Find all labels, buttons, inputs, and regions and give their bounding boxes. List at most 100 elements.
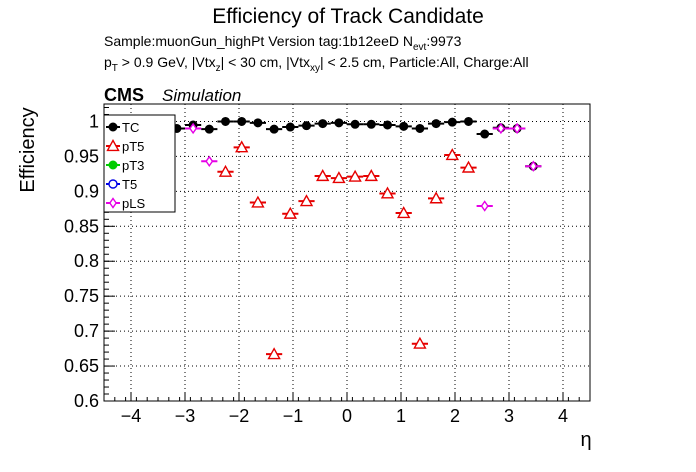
data-point: [480, 129, 490, 139]
data-point: [332, 171, 346, 184]
data-point: [316, 169, 330, 182]
legend: TC pT5 pT3 T5 pLS: [103, 114, 176, 213]
subtitle-cuts-p: p: [104, 54, 112, 70]
y-axis-label: Efficiency: [17, 107, 39, 192]
legend-label: pLS: [122, 196, 145, 211]
data-point: [299, 194, 314, 207]
x-tick-label: 2: [450, 406, 460, 426]
legend-entry-t5: T5: [106, 177, 137, 192]
legend-entry-pt5: pT5: [106, 139, 144, 154]
subtitle-cuts: pT > 0.9 GeV, |Vtxz| < 30 cm, |Vtxxy| < …: [104, 54, 529, 74]
data-point: [380, 186, 395, 199]
data-point: [480, 200, 489, 212]
x-tick-label: −1: [283, 406, 304, 426]
subtitle-sample-sub: evt: [413, 42, 427, 53]
data-point: [237, 116, 247, 126]
series-pls: [185, 122, 542, 212]
y-tick-label: 0.9: [74, 181, 99, 201]
subtitle-cuts-b-sub: xy: [310, 63, 320, 74]
y-tick-label: 0.65: [64, 356, 99, 376]
x-tick-label: 3: [504, 406, 514, 426]
data-point: [285, 122, 295, 132]
legend-marker: [108, 197, 118, 209]
y-tick-label: 0.95: [64, 146, 99, 166]
x-tick-label: 0: [342, 406, 352, 426]
x-tick-labels: −4 −3 −2 −1 0 1 2 3 4: [121, 406, 568, 426]
data-point: [348, 169, 362, 182]
y-tick-labels: 0.6 0.65 0.7 0.75 0.8 0.85 0.9 0.95 1: [64, 111, 99, 411]
x-tick-label: −3: [175, 406, 196, 426]
data-point: [267, 347, 281, 360]
data-point: [221, 116, 230, 126]
legend-label: T5: [122, 177, 137, 192]
y-tick-label: 1: [89, 111, 99, 131]
y-tick-label: 0.7: [74, 321, 99, 341]
x-tick-label: 1: [396, 406, 406, 426]
data-point: [283, 206, 297, 219]
data-point: [464, 116, 473, 126]
data-point: [431, 119, 441, 129]
data-point: [366, 119, 376, 129]
data-point: [251, 195, 265, 208]
data-point: [204, 124, 214, 134]
legend-entry-pt3: pT3: [106, 158, 144, 173]
subtitle-cuts-p-sub: T: [112, 63, 118, 74]
data-point: [496, 122, 505, 135]
data-point: [350, 119, 360, 129]
data-point: [461, 160, 476, 173]
data-point: [399, 121, 409, 131]
series-pt5: [217, 140, 477, 360]
legend-label: pT5: [122, 139, 144, 154]
data-point: [429, 191, 443, 204]
data-point: [235, 140, 249, 153]
data-point: [269, 124, 279, 134]
data-point: [513, 122, 522, 135]
y-tick-label: 0.85: [64, 216, 99, 236]
x-tick-label: −4: [121, 406, 142, 426]
legend-label: TC: [122, 120, 139, 135]
data-point: [413, 336, 427, 349]
subtitle-cuts-c: | < 2.5 cm, Particle:All, Charge:All: [320, 54, 529, 70]
legend-label: pT3: [122, 158, 144, 173]
subtitle-sample-text: Sample:muonGun_highPt Version tag:1b12ee…: [104, 33, 413, 49]
data-point: [415, 123, 425, 133]
x-tick-label: 4: [558, 406, 568, 426]
legend-entry-pls: pLS: [106, 196, 145, 211]
subtitle-sample-tail: :9973: [426, 33, 461, 49]
simulation-label: Simulation: [162, 86, 241, 105]
data-point: [529, 160, 538, 172]
subtitle-cuts-a-sub: z: [216, 63, 221, 74]
y-tick-label: 0.6: [74, 391, 99, 411]
grid-lines: [104, 104, 590, 402]
data-point: [383, 120, 392, 130]
data-point: [205, 155, 214, 168]
data-point: [334, 118, 344, 128]
data-point: [218, 164, 233, 177]
legend-marker: [108, 122, 118, 132]
legend-box: [103, 114, 176, 213]
subtitle-sample: Sample:muonGun_highPt Version tag:1b12ee…: [104, 33, 462, 53]
y-tick-label: 0.8: [74, 251, 99, 271]
data-point: [397, 206, 411, 219]
data-point: [302, 121, 311, 131]
legend-marker: [108, 160, 118, 170]
chart-title: Efficiency of Track Candidate: [212, 5, 484, 28]
data-point: [447, 117, 457, 127]
plot-frame: [103, 103, 591, 402]
data-point: [445, 148, 459, 161]
subtitle-cuts-b: | < 30 cm, |Vtx: [221, 54, 310, 70]
data-point: [364, 169, 378, 182]
legend-marker: [106, 139, 120, 152]
x-tick-label: −2: [229, 406, 250, 426]
data-point: [189, 122, 198, 135]
subtitle-cuts-a: > 0.9 GeV, |Vtx: [118, 54, 216, 70]
legend-entry-tc: TC: [106, 120, 139, 135]
cms-label: CMS: [104, 85, 144, 105]
x-axis-label: η: [580, 429, 591, 451]
data-point: [253, 118, 263, 128]
legend-marker: [108, 179, 118, 189]
data-point: [318, 119, 328, 129]
data-series: [168, 116, 542, 360]
series-tc: [168, 116, 542, 171]
